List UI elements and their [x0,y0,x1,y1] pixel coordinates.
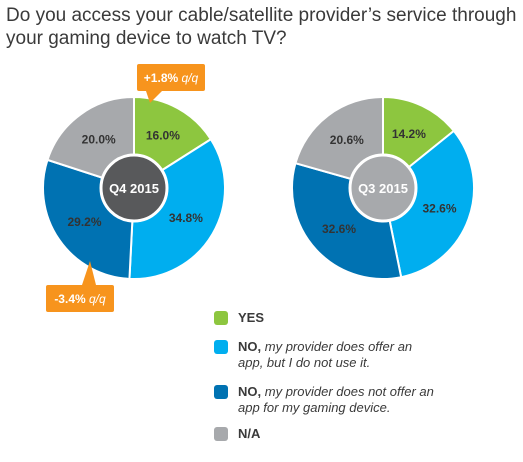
callout-box-no-offer [46,285,114,312]
slice-label-q3-2015-na: 20.6% [330,133,364,147]
center-label-q4-2015: Q4 2015 [109,181,159,196]
pie-slice-q4-2015-no-app [128,137,226,280]
legend-no-offer-sub: my provider does not offer an app for my… [238,384,434,415]
slice-label-q4-2015-no-app: 34.8% [169,211,203,225]
legend-swatch-no-app [214,340,228,354]
legend-no-app-sub: my provider does offer an app, but I do … [238,339,413,370]
legend-no-offer-main: NO, [238,384,262,399]
chart-title: Do you access your cable/satellite provi… [6,5,517,49]
legend-yes-main: YES [238,310,265,325]
legend-swatch-na [214,427,228,441]
callout-no-offer: -3.4% q/q [46,261,114,312]
legend-no-app-main: NO, [238,339,262,354]
legend-item-yes: YES [214,310,264,326]
center-label-q3-2015: Q3 2015 [358,181,408,196]
legend-swatch-no-offer [214,385,228,399]
callout-box-yes [137,64,205,91]
slice-label-q4-2015-no-offer: 29.2% [67,215,101,229]
callout-pointer-yes [146,91,162,103]
legend-na-main: N/A [238,426,261,441]
callout-pointer-no-offer [82,261,96,285]
legend-swatch-yes [214,311,228,325]
slice-label-q3-2015-no-app: 32.6% [422,201,456,215]
callout-text-yes: +1.8% q/q [144,71,199,85]
legend-item-no-offer: NO, my provider does not offer an app fo… [214,384,438,416]
slice-label-q3-2015-yes: 14.2% [392,127,426,141]
center-disc-q4-2015 [99,153,169,223]
slice-label-q4-2015-yes: 16.0% [146,128,180,142]
slice-label-q3-2015-no-offer: 32.6% [322,222,356,236]
legend-item-no-app: NO, my provider does offer an app, but I… [214,339,428,371]
pie-slice-q3-2015-no-app [381,129,476,279]
slice-label-q4-2015-na: 20.0% [82,132,116,146]
center-disc-q3-2015 [348,153,418,223]
callout-yes: +1.8% q/q [137,64,205,103]
legend-item-na: N/A [214,426,260,442]
callout-text-no-offer: -3.4% q/q [54,292,106,306]
